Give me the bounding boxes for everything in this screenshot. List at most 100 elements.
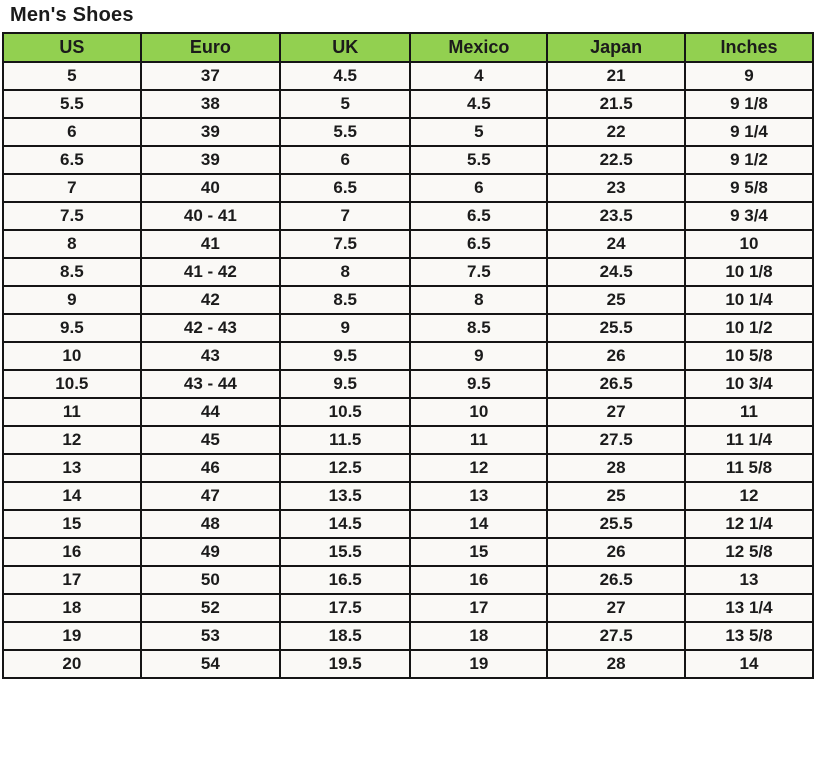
table-row: 5 37 4.5 4 21 9 [2,61,815,91]
table-row: 10 43 9.5 9 26 10 5/8 [2,341,815,371]
table-cell: 21 [546,61,686,91]
table-row: 5.5 38 5 4.5 21.5 9 1/8 [2,89,815,119]
table-header-row: US Euro UK Mexico Japan Inches [2,32,815,63]
table-cell: 5 [409,117,549,147]
table-row: 10.5 43 - 44 9.5 9.5 26.5 10 3/4 [2,369,815,399]
table-row: 11 44 10.5 10 27 11 [2,397,815,427]
table-cell: 9 [683,61,815,91]
table-row: 9 42 8.5 8 25 10 1/4 [2,285,815,315]
table-cell: 18 [409,621,549,651]
table-cell: 12 [409,453,549,483]
table-cell: 10 5/8 [683,341,815,371]
table-cell: 22 [546,117,686,147]
table-row: 9.5 42 - 43 9 8.5 25.5 10 1/2 [2,313,815,343]
table-cell: 23 [546,173,686,203]
table-cell: 10 1/4 [683,285,815,315]
table-cell: 16 [409,565,549,595]
table-cell: 13 1/4 [683,593,815,623]
table-cell: 12.5 [278,453,412,483]
table-cell: 9.5 [278,341,412,371]
table-row: 6 39 5.5 5 22 9 1/4 [2,117,815,147]
column-header-uk: UK [278,32,412,63]
column-header-japan: Japan [546,32,686,63]
table-cell: 17.5 [278,593,412,623]
table-body: 5 37 4.5 4 21 9 5.5 38 5 4.5 21.5 9 1/8 6 39 5.5 5 22 9 1… [2,61,815,679]
table-cell: 5.5 [409,145,549,175]
table-cell: 16.5 [278,565,412,595]
table-cell: 6 [278,145,412,175]
table-cell: 7.5 [2,201,142,231]
table-cell: 26 [546,341,686,371]
table-cell: 9.5 [409,369,549,399]
table-cell: 41 - 42 [139,257,282,287]
column-header-inches: Inches [683,32,815,63]
table-row: 15 48 14.5 14 25.5 12 1/4 [2,509,815,539]
table-cell: 8.5 [2,257,142,287]
table-cell: 11 1/4 [683,425,815,455]
table-cell: 44 [139,397,282,427]
table-cell: 6.5 [278,173,412,203]
table-cell: 13 [683,565,815,595]
shoe-size-conversion-table: US Euro UK Mexico Japan Inches 5 37 4.5 4 21 9 5.5 3… [2,32,815,679]
table-cell: 15.5 [278,537,412,567]
table-cell: 22.5 [546,145,686,175]
table-cell: 9 [409,341,549,371]
table-row: 7.5 40 - 41 7 6.5 23.5 9 3/4 [2,201,815,231]
table-cell: 4 [409,61,549,91]
column-header-euro: Euro [139,32,282,63]
table-cell: 10 [409,397,549,427]
table-cell: 12 [2,425,142,455]
table-cell: 10.5 [2,369,142,399]
table-cell: 49 [139,537,282,567]
table-cell: 6.5 [2,145,142,175]
table-cell: 25.5 [546,509,686,539]
table-cell: 12 1/4 [683,509,815,539]
table-cell: 15 [409,537,549,567]
table-cell: 50 [139,565,282,595]
table-cell: 5.5 [2,89,142,119]
table-cell: 27 [546,593,686,623]
column-header-us: US [2,32,142,63]
table-cell: 26.5 [546,565,686,595]
table-cell: 42 [139,285,282,315]
table-cell: 6 [2,117,142,147]
table-cell: 16 [2,537,142,567]
table-cell: 28 [546,649,686,679]
table-cell: 26.5 [546,369,686,399]
table-cell: 7.5 [278,229,412,259]
table-cell: 17 [2,565,142,595]
table-cell: 11.5 [278,425,412,455]
table-cell: 4.5 [278,61,412,91]
table-cell: 8 [409,285,549,315]
table-cell: 46 [139,453,282,483]
table-cell: 19.5 [278,649,412,679]
table-cell: 9 1/8 [683,89,815,119]
table-cell: 11 [2,397,142,427]
table-cell: 7 [2,173,142,203]
table-cell: 10 1/8 [683,257,815,287]
table-cell: 11 [409,425,549,455]
table-cell: 25 [546,285,686,315]
table-cell: 23.5 [546,201,686,231]
table-cell: 12 [683,481,815,511]
table-cell: 5 [278,89,412,119]
table-cell: 7.5 [409,257,549,287]
table-cell: 14 [2,481,142,511]
table-cell: 25.5 [546,313,686,343]
table-cell: 8.5 [409,313,549,343]
table-cell: 28 [546,453,686,483]
table-cell: 43 - 44 [139,369,282,399]
table-cell: 24.5 [546,257,686,287]
table-row: 8.5 41 - 42 8 7.5 24.5 10 1/8 [2,257,815,287]
table-cell: 9.5 [2,313,142,343]
table-row: 13 46 12.5 12 28 11 5/8 [2,453,815,483]
table-cell: 10.5 [278,397,412,427]
table-cell: 54 [139,649,282,679]
table-cell: 17 [409,593,549,623]
table-cell: 47 [139,481,282,511]
table-cell: 25 [546,481,686,511]
table-row: 17 50 16.5 16 26.5 13 [2,565,815,595]
table-cell: 53 [139,621,282,651]
table-cell: 8.5 [278,285,412,315]
table-cell: 13.5 [278,481,412,511]
